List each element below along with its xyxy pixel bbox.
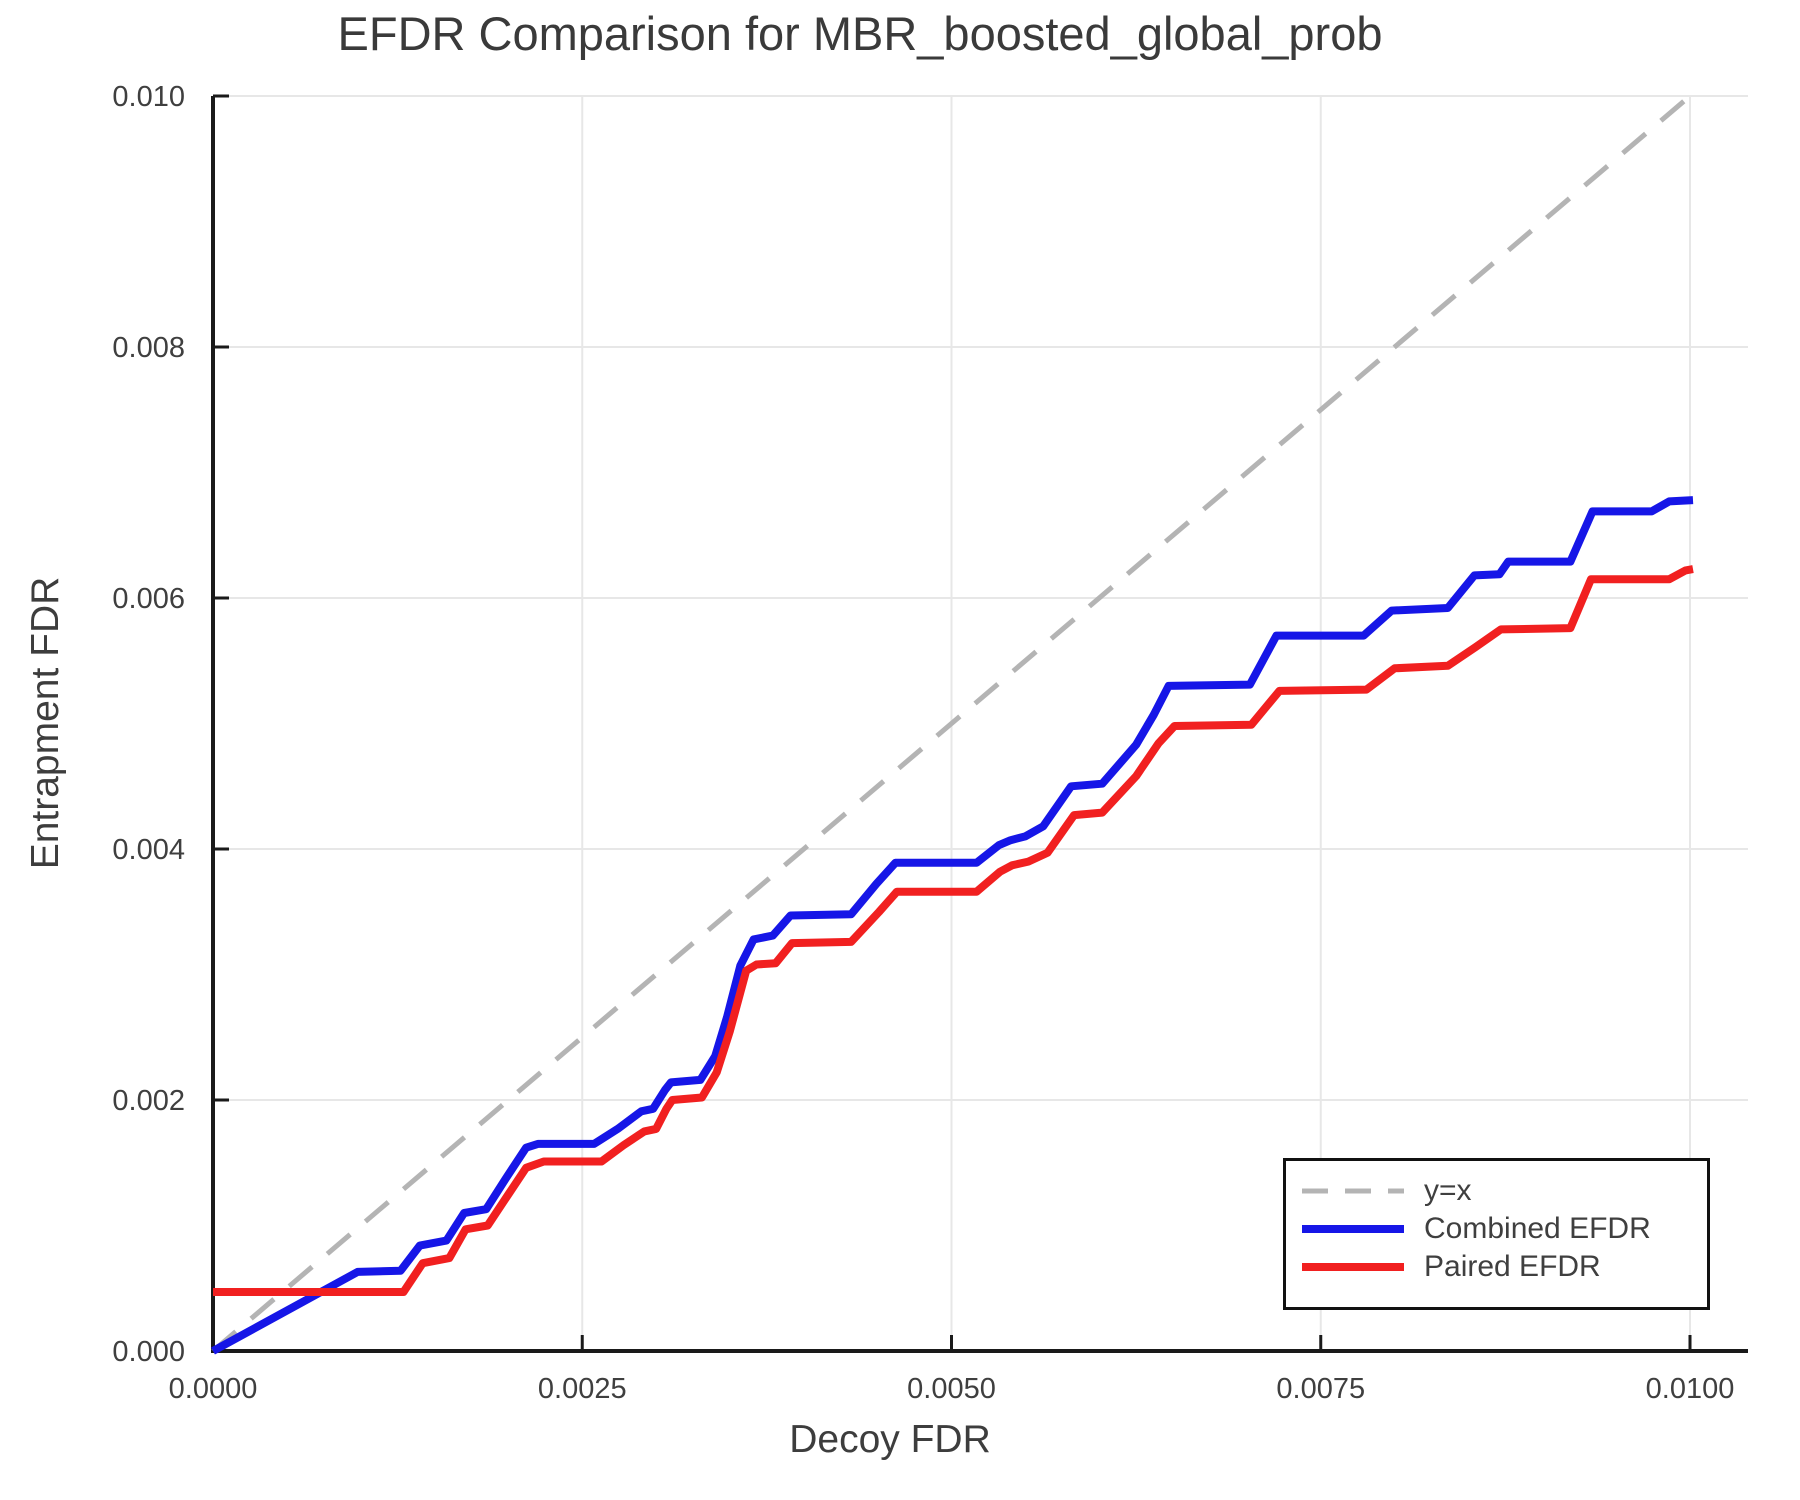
x-tick-label: 0.0075	[1276, 1373, 1365, 1405]
chart-title: EFDR Comparison for MBR_boosted_global_p…	[337, 7, 1383, 60]
x-tick-label: 0.0050	[907, 1373, 996, 1405]
x-tick-label: 0.0100	[1646, 1373, 1735, 1405]
data-series	[211, 94, 1694, 1355]
combined-line-sample	[1302, 1225, 1404, 1233]
paired-line-sample	[1302, 1263, 1404, 1271]
axis-spines	[211, 96, 1748, 1353]
x-tick-label: 0.0025	[538, 1373, 627, 1405]
legend: y=x Combined EFDR Paired EFDR	[1283, 1158, 1710, 1310]
legend-label-paired: Paired EFDR	[1424, 1250, 1601, 1283]
legend-row-paired: Paired EFDR	[1300, 1248, 1707, 1286]
legend-label-combined: Combined EFDR	[1424, 1212, 1651, 1245]
legend-label-identity: y=x	[1424, 1174, 1472, 1207]
x-tick-label: 0.0000	[169, 1373, 258, 1405]
y-tick-label: 0.000	[112, 1336, 185, 1368]
series-paired-efdr	[213, 565, 1694, 1296]
y-tick-label: 0.002	[112, 1085, 185, 1117]
y-tick-label: 0.010	[112, 81, 185, 113]
axis-tick-labels: 0.0000 0.0025 0.0050 0.0075 0.0100 0.000 0.002…	[112, 81, 1734, 1405]
series-combined-efdr	[211, 496, 1694, 1355]
y-tick-label: 0.004	[112, 834, 185, 866]
identity-line-sample	[1302, 1188, 1404, 1194]
x-axis-label: Decoy FDR	[789, 1418, 991, 1461]
y-tick-label: 0.006	[112, 583, 185, 615]
series-y-x	[211, 94, 1692, 1353]
legend-row-combined: Combined EFDR	[1300, 1210, 1707, 1248]
y-tick-label: 0.008	[112, 332, 185, 364]
axis-ticks	[211, 94, 1692, 1353]
legend-row-identity: y=x	[1300, 1172, 1707, 1210]
